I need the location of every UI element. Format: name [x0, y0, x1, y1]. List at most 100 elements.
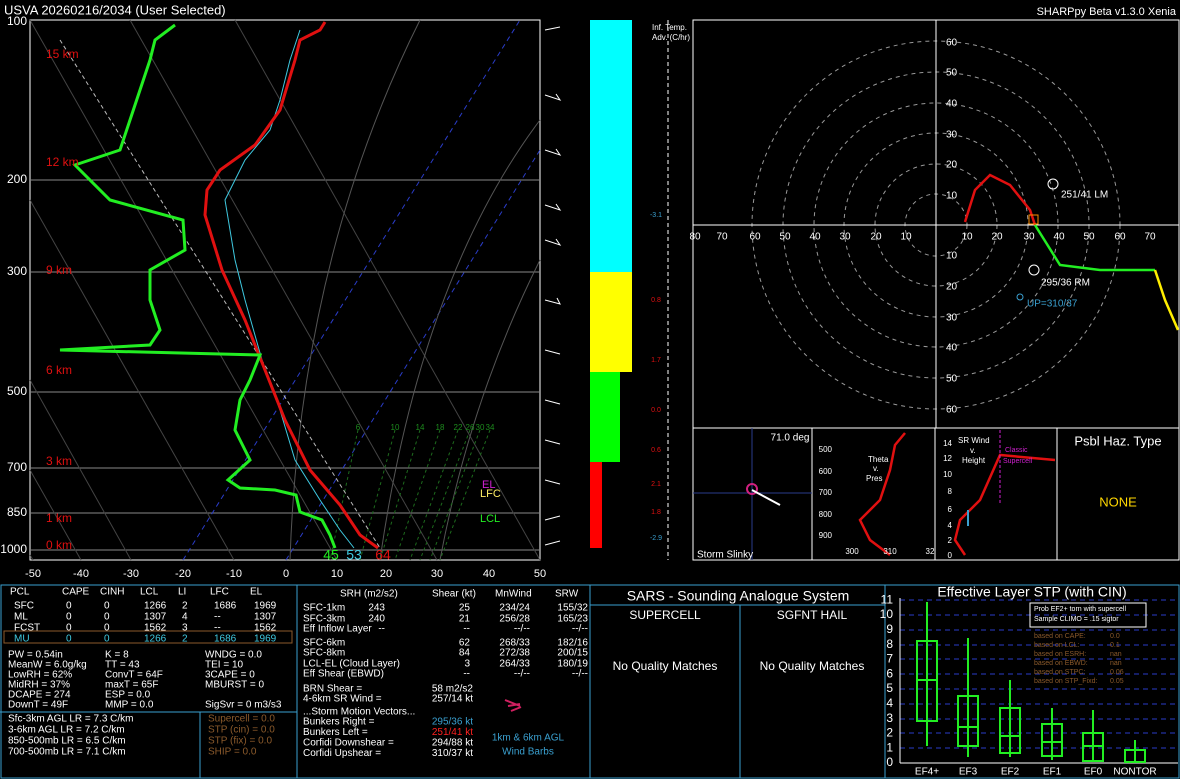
stp-category: EF0	[1084, 767, 1103, 778]
brn-value: 58 m2/s2	[432, 684, 474, 695]
parcel-cell: --	[214, 612, 221, 623]
pressure-label: 850	[7, 505, 27, 519]
kinematic-label: Eff Shear (EBWD)	[303, 669, 384, 680]
storm-motion-value: 310/37 kt	[432, 748, 473, 759]
index: MeanW = 6.0g/kg	[8, 660, 87, 671]
stp-title: Effective Layer STP (with CIN)	[937, 584, 1126, 600]
hodo-ring-label: 60	[749, 232, 761, 243]
index: K = 8	[105, 650, 129, 661]
brn-value: 257/14 kt	[432, 694, 473, 705]
theta-e-title: Theta	[868, 455, 889, 464]
parcel-cell: --	[214, 623, 221, 634]
theta-e-pressure: 500	[819, 445, 833, 454]
theta-e-tick: 310	[883, 547, 897, 556]
mixing-ratio-label: 14	[416, 423, 425, 432]
temp-tick: -30	[123, 568, 139, 580]
sars-result: No Quality Matches	[760, 659, 865, 673]
sars-result: No Quality Matches	[613, 659, 718, 673]
index: PW = 0.54in	[8, 650, 63, 661]
right-mover-label: 295/36 RM	[1041, 278, 1090, 289]
stp-based-on-value: nan	[1110, 651, 1122, 658]
pressure-label: 200	[7, 172, 27, 186]
wind-barbs	[544, 26, 562, 546]
stp-ytick: 10	[880, 607, 894, 621]
wetbulb-trace	[224, 29, 355, 549]
kinematic-label: LCL-EL (Cloud Layer)	[303, 659, 400, 670]
hodo-ring-label: 60	[946, 405, 958, 416]
stp-based-on-value: nan	[1110, 660, 1122, 667]
classic-supercell: Classic	[1005, 447, 1028, 454]
theta-e-tick: 32	[926, 547, 935, 556]
version: SHARPpy Beta v1.3.0 Xenia	[1037, 6, 1177, 18]
pressure-label: 500	[7, 384, 27, 398]
sr-wind: --/--	[572, 669, 588, 680]
hodo-ring-label: 50	[1083, 232, 1095, 243]
parcel-cell: 1969	[254, 601, 277, 612]
temp-tick: -50	[25, 568, 41, 580]
hodo-ring-label: 30	[946, 130, 958, 141]
temp-tick: 50	[534, 568, 546, 580]
upshear-marker	[1016, 293, 1024, 301]
temp-tick: -10	[226, 568, 242, 580]
lapse-rate: 3-6km AGL LR = 7.2 C/km	[8, 725, 125, 736]
index: 3CAPE = 0	[205, 670, 255, 681]
height-label: 12 km	[46, 155, 79, 169]
slinky-angle: 71.0 deg	[771, 433, 810, 444]
hodo-ring-label: 40	[1053, 232, 1065, 243]
advection-value: -2.9	[650, 535, 662, 542]
hodo-ring-label: 60	[1114, 232, 1126, 243]
parcel-cell: 0	[66, 612, 72, 623]
stp-ytick: 11	[881, 592, 894, 606]
classic-supercell: Supercell	[1003, 458, 1033, 465]
mean-wind: 234/24	[499, 603, 530, 614]
el-label: EL	[482, 479, 495, 491]
sr-wind: 165/23	[557, 614, 588, 625]
advection-value: 1.7	[651, 357, 661, 364]
parcel-header: LI	[178, 587, 186, 598]
mixing-ratio-label: 26	[466, 423, 475, 432]
hodo-ring-label: 50	[779, 232, 791, 243]
srh: 240	[368, 614, 385, 625]
index: maxT = 65F	[105, 680, 158, 691]
right-mover-marker	[1028, 264, 1040, 276]
parcel-cell: 1266	[144, 601, 167, 612]
lapse-rate: 850-500mb LR = 6.5 C/km	[8, 736, 126, 747]
stp-based-on-value: 0.0	[1110, 633, 1120, 640]
sr-wind-title: v.	[970, 446, 976, 455]
sfc-dewpoint: 45	[323, 547, 339, 563]
parcel-cell: 1307	[144, 612, 167, 623]
theta-e-pressure: 800	[819, 510, 833, 519]
mixing-ratio-label: 6	[356, 423, 361, 432]
index: MidRH = 37%	[8, 680, 70, 691]
mu-row-box	[3, 630, 293, 644]
advection-low-layer	[590, 462, 602, 548]
hodo-ring-label: 10	[900, 232, 912, 243]
advection-neutral-layer	[590, 372, 620, 462]
sr-wind: --/--	[572, 624, 588, 635]
temperature-trace	[203, 21, 379, 550]
mean-wind: 256/28	[499, 614, 530, 625]
temp-tick: 30	[431, 568, 443, 580]
hodograph-plot	[693, 20, 1180, 428]
stp-plot	[899, 598, 1178, 764]
stp-ytick: 4	[886, 696, 893, 710]
composite: Supercell = 0.0	[208, 714, 275, 725]
left-mover-marker	[1047, 178, 1059, 190]
upshear-label: UP=310/37	[1027, 299, 1078, 310]
storm-motion-label: Bunkers Right =	[303, 717, 375, 728]
parcel-trace	[59, 39, 381, 549]
pressure-label: 1000	[0, 542, 27, 556]
composite: STP (fix) = 0.0	[208, 736, 272, 747]
bottom-wind-barbs	[504, 699, 522, 712]
parcel-header: PCL	[10, 587, 30, 598]
mean-wind: 264/33	[499, 659, 530, 670]
skewt-frame	[29, 19, 541, 561]
storm-motion-label: Bunkers Left =	[303, 727, 368, 738]
index: SigSvr = 0 m3/s3	[205, 700, 282, 711]
advection-value: 0.6	[651, 447, 661, 454]
height-label: 0 km	[46, 538, 72, 552]
mean-wind-marker	[1028, 214, 1039, 225]
parcel-cell: 1686	[214, 634, 237, 645]
kinematic-label: SFC-1km	[303, 603, 345, 614]
height-label: 3 km	[46, 454, 72, 468]
